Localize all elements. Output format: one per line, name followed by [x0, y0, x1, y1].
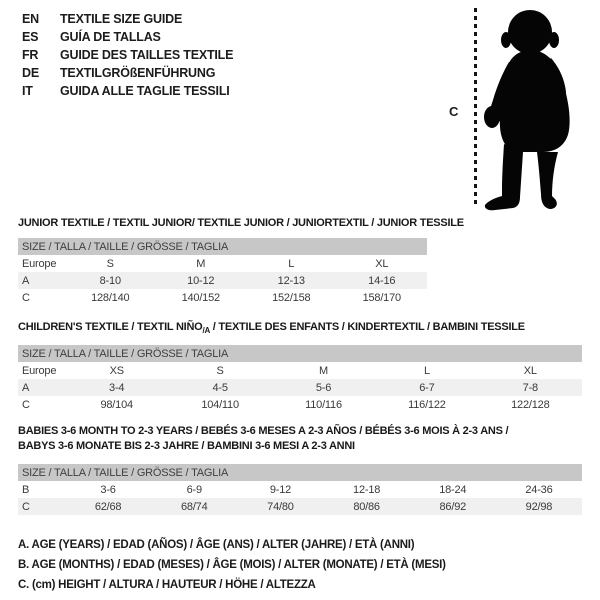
legend-line-c: C. (cm) HEIGHT / ALTURA / HAUTEUR / HÖHE… — [18, 579, 316, 591]
value-cell: 86/92 — [439, 500, 467, 513]
baby-silhouette-icon — [484, 10, 570, 211]
language-code: EN — [22, 12, 39, 26]
size-header-bar: SIZE / TALLA / TAILLE / GRÖSSE / TAGLIA — [18, 345, 582, 362]
table-row-europe: Europe XS S M L XL — [18, 362, 582, 379]
height-measure-dashed-line — [474, 8, 477, 206]
value-cell: 68/74 — [180, 500, 208, 513]
size-header-bar: SIZE / TALLA / TAILLE / GRÖSSE / TAGLIA — [18, 464, 582, 481]
junior-table-title: JUNIOR TEXTILE / TEXTIL JUNIOR/ TEXTILE … — [18, 217, 464, 229]
title-text: / TEXTILE DES ENFANTS / KINDERTEXTIL / B… — [209, 321, 525, 333]
value-cell: 92/98 — [525, 500, 553, 513]
value-cell: 3-4 — [109, 381, 125, 394]
value-cell: 7-8 — [522, 381, 539, 394]
value-cell: 6-9 — [186, 483, 203, 496]
children-size-table: SIZE / TALLA / TAILLE / GRÖSSE / TAGLIA … — [18, 345, 582, 413]
value-cell: 6-7 — [419, 381, 435, 394]
size-cell: XL — [375, 257, 389, 270]
value-cell: 116/122 — [408, 398, 446, 411]
table-row-c: C 128/140 140/152 152/158 158/170 — [18, 289, 427, 306]
language-code: ES — [22, 30, 39, 44]
value-cell: 74/80 — [267, 500, 294, 513]
language-row-fr: FR GUIDE DES TAILLES TEXTILE — [22, 46, 233, 64]
value-cell: 5-6 — [315, 381, 332, 394]
value-cell: 12-13 — [277, 274, 305, 287]
size-cell: L — [288, 257, 295, 270]
value-cell: 62/68 — [94, 500, 122, 513]
row-label: A — [22, 381, 30, 394]
language-row-it: IT GUIDA ALLE TAGLIE TESSILI — [22, 82, 233, 100]
value-cell: 152/158 — [272, 291, 311, 304]
value-cell: 110/116 — [305, 398, 342, 411]
junior-size-table: SIZE / TALLA / TAILLE / GRÖSSE / TAGLIA … — [18, 238, 427, 306]
value-cell: 24-36 — [525, 483, 553, 496]
size-cell: M — [319, 364, 328, 377]
language-label: TEXTILGRÖßENFÜHRUNG — [60, 66, 216, 80]
table-row-a: A 8-10 10-12 12-13 14-16 — [18, 272, 427, 289]
size-cell: XL — [523, 364, 537, 377]
height-measure-label: C — [449, 104, 459, 119]
language-code: IT — [22, 84, 33, 98]
children-table-title: CHILDREN'S TEXTILE / TEXTIL NIÑO/A / TEX… — [18, 320, 593, 338]
value-cell: 104/110 — [201, 398, 239, 411]
title-line: BABIES 3-6 MONTH TO 2-3 YEARS / BEBÉS 3-… — [18, 425, 509, 437]
row-label: C — [22, 398, 30, 411]
value-cell: 158/170 — [362, 291, 402, 304]
value-cell: 10-12 — [187, 274, 215, 287]
language-row-es: ES GUÍA DE TALLAS — [22, 28, 233, 46]
table-row-europe: Europe S M L XL — [18, 255, 427, 272]
table-row-b: B 3-6 6-9 9-12 12-18 18-24 24-36 — [18, 481, 582, 498]
value-cell: 122/128 — [511, 398, 550, 411]
measurement-legend: A. AGE (YEARS) / EDAD (AÑOS) / ÂGE (ANS)… — [18, 535, 446, 595]
babies-table-title: BABIES 3-6 MONTH TO 2-3 YEARS / BEBÉS 3-… — [18, 424, 593, 454]
value-cell: 12-18 — [353, 483, 381, 496]
value-cell: 3-6 — [100, 483, 116, 496]
table-row-c: C 62/68 68/74 74/80 80/86 86/92 92/98 — [18, 498, 582, 515]
size-header-bar: SIZE / TALLA / TAILLE / GRÖSSE / TAGLIA — [18, 238, 427, 255]
title-text: CHILDREN'S TEXTILE / TEXTIL NIÑO — [18, 321, 203, 333]
size-cell: S — [216, 364, 224, 377]
value-cell: 140/152 — [181, 291, 221, 304]
size-cell: XS — [109, 364, 124, 377]
table-row-a: A 3-4 4-5 5-6 6-7 7-8 — [18, 379, 582, 396]
language-label: GUIDA ALLE TAGLIE TESSILI — [60, 84, 230, 98]
value-cell: 9-12 — [269, 483, 292, 496]
size-cell: S — [106, 257, 114, 270]
language-label: TEXTILE SIZE GUIDE — [60, 12, 183, 26]
language-label: GUÍA DE TALLAS — [60, 30, 161, 44]
title-line: BABYS 3-6 MONATE BIS 2-3 JAHRE / BAMBINI… — [18, 440, 355, 452]
legend-line-b: B. AGE (MONTHS) / EDAD (MESES) / ÂGE (MO… — [18, 559, 446, 571]
language-row-en: EN TEXTILE SIZE GUIDE — [22, 10, 233, 28]
row-label: Europe — [22, 364, 57, 377]
value-cell: 8-10 — [99, 274, 121, 287]
table-row-c: C 98/104 104/110 110/116 116/122 122/128 — [18, 396, 582, 413]
row-label: B — [22, 483, 30, 496]
title-subscript: /A — [202, 326, 210, 336]
legend-line-a: A. AGE (YEARS) / EDAD (AÑOS) / ÂGE (ANS)… — [18, 539, 415, 551]
row-label: A — [22, 274, 30, 287]
language-label: GUIDE DES TAILLES TEXTILE — [60, 48, 234, 62]
value-cell: 80/86 — [353, 500, 380, 513]
value-cell: 4-5 — [212, 381, 228, 394]
language-list: EN TEXTILE SIZE GUIDE ES GUÍA DE TALLAS … — [22, 10, 233, 100]
size-cell: L — [423, 364, 430, 377]
row-label: Europe — [22, 257, 57, 270]
row-label: C — [22, 291, 30, 304]
row-label: C — [22, 500, 30, 513]
value-cell: 128/140 — [91, 291, 130, 304]
value-cell: 98/104 — [100, 398, 133, 411]
value-cell: 18-24 — [439, 483, 467, 496]
language-row-de: DE TEXTILGRÖßENFÜHRUNG — [22, 64, 233, 82]
language-code: FR — [22, 48, 39, 62]
babies-size-table: SIZE / TALLA / TAILLE / GRÖSSE / TAGLIA … — [18, 464, 582, 515]
size-cell: M — [196, 257, 206, 270]
value-cell: 14-16 — [368, 274, 396, 287]
language-code: DE — [22, 66, 39, 80]
